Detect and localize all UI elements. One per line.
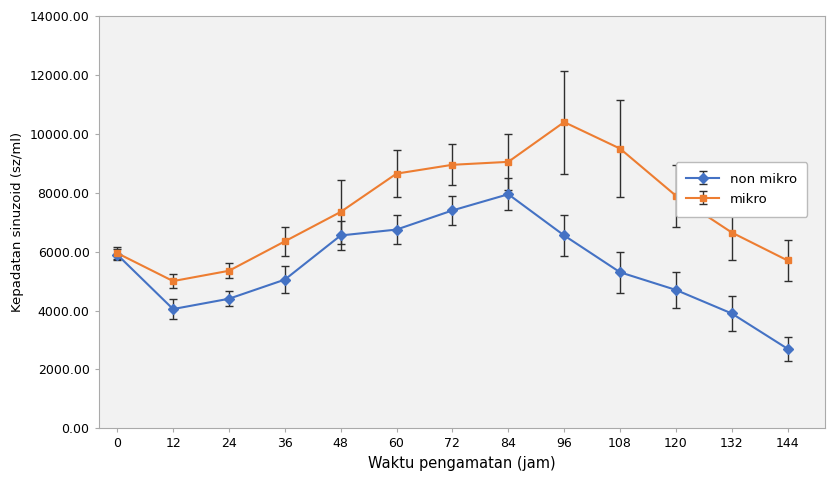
- Legend: non mikro, mikro: non mikro, mikro: [675, 162, 808, 216]
- X-axis label: Waktu pengamatan (jam): Waktu pengamatan (jam): [368, 456, 556, 471]
- Y-axis label: Kepadatan sinuzoid (sz/ml): Kepadatan sinuzoid (sz/ml): [11, 132, 24, 312]
